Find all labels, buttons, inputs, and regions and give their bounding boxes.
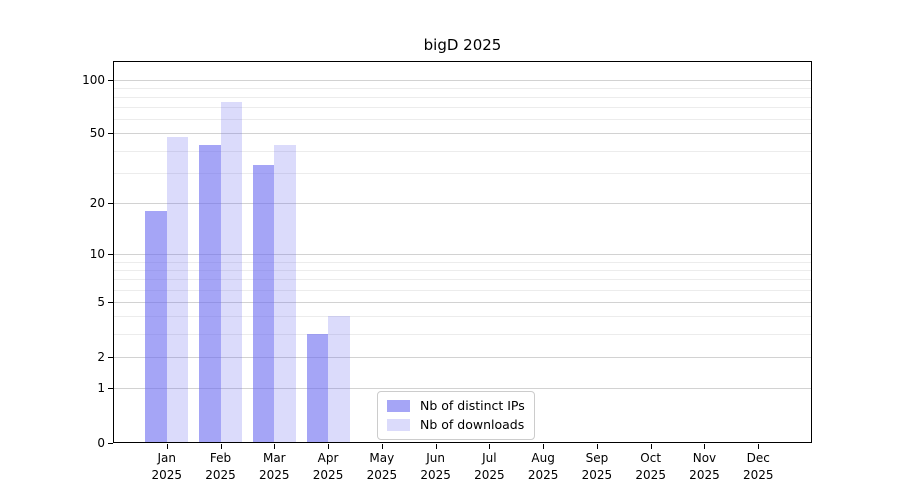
bar bbox=[220, 102, 243, 443]
x-axis-tick-mark bbox=[650, 444, 652, 449]
gridline-minor bbox=[113, 97, 812, 99]
gridline-minor bbox=[113, 119, 812, 121]
legend-item: Nb of downloads bbox=[387, 418, 525, 432]
x-axis-tick-mark bbox=[220, 444, 222, 449]
gridline-minor bbox=[113, 270, 812, 271]
legend-swatch bbox=[387, 419, 410, 431]
x-axis-tick-mark bbox=[381, 444, 383, 449]
y-axis-tick-label: 50 bbox=[89, 126, 105, 141]
gridline-minor bbox=[113, 289, 812, 291]
x-axis-tick-mark bbox=[543, 444, 545, 449]
x-axis-tick-label: Jun 2025 bbox=[420, 451, 451, 482]
gridline-major bbox=[113, 203, 812, 205]
gridline-major bbox=[113, 388, 812, 390]
gridline-major bbox=[113, 254, 812, 256]
x-axis-tick-label: Apr 2025 bbox=[312, 451, 344, 482]
bar bbox=[274, 145, 296, 443]
bar bbox=[166, 136, 189, 443]
bar bbox=[145, 211, 167, 443]
x-axis-tick-label: Sep 2025 bbox=[581, 451, 613, 482]
gridline-minor bbox=[113, 333, 812, 335]
x-axis-tick-label: May 2025 bbox=[366, 451, 398, 482]
y-axis-tick-label: 0 bbox=[97, 436, 105, 450]
gridline-minor bbox=[113, 172, 812, 174]
gridline-minor bbox=[113, 279, 812, 281]
gridline-major bbox=[113, 301, 812, 303]
x-axis-tick-label: Oct 2025 bbox=[635, 451, 666, 482]
y-axis-tick-mark bbox=[108, 254, 113, 256]
gridline-minor bbox=[113, 150, 812, 152]
y-axis-tick-mark bbox=[108, 356, 113, 358]
legend-label: Nb of distinct IPs bbox=[420, 398, 525, 413]
legend-box: Nb of distinct IPs Nb of downloads bbox=[377, 391, 535, 440]
y-axis-tick-mark bbox=[108, 203, 113, 205]
legend-swatch bbox=[387, 400, 410, 412]
y-axis-tick-mark bbox=[108, 133, 113, 135]
y-axis-tick-label: 100 bbox=[82, 72, 105, 87]
x-axis-tick-mark bbox=[328, 444, 330, 449]
gridline-minor bbox=[113, 261, 812, 263]
x-axis-tick-mark bbox=[274, 444, 276, 449]
gridline-major bbox=[113, 356, 812, 358]
y-axis-tick-mark bbox=[108, 301, 113, 303]
x-axis-tick-mark bbox=[596, 444, 598, 449]
bar bbox=[328, 316, 350, 443]
x-axis-tick-label: Jul 2025 bbox=[474, 451, 505, 482]
y-axis-tick-label: 20 bbox=[89, 196, 105, 211]
x-axis-tick-label: Mar 2025 bbox=[259, 451, 290, 482]
x-axis-tick-label: Aug 2025 bbox=[527, 451, 559, 482]
x-axis-tick-mark bbox=[435, 444, 437, 449]
y-axis-tick-label: 1 bbox=[97, 381, 105, 396]
legend-item: Nb of distinct IPs bbox=[387, 399, 525, 413]
y-axis-tick-mark bbox=[108, 388, 113, 390]
y-axis-tick-mark bbox=[108, 79, 113, 81]
chart-title: bigD 2025 bbox=[423, 36, 502, 54]
x-axis-tick-mark bbox=[166, 444, 168, 449]
gridline-major bbox=[113, 79, 812, 81]
y-axis-tick-label: 2 bbox=[97, 349, 105, 364]
y-axis-tick-label: 5 bbox=[97, 294, 105, 309]
x-axis-tick-label: Nov 2025 bbox=[689, 451, 720, 482]
bar bbox=[252, 165, 275, 443]
legend-label: Nb of downloads bbox=[420, 417, 525, 432]
gridline-minor bbox=[113, 87, 812, 89]
gridline-minor bbox=[113, 316, 812, 318]
bar bbox=[306, 333, 329, 443]
x-axis-tick-mark bbox=[758, 444, 760, 449]
plot-area: Nb of distinct IPs Nb of downloads bbox=[113, 61, 812, 443]
x-axis-tick-label: Dec 2025 bbox=[742, 451, 774, 482]
x-axis-tick-mark bbox=[489, 444, 491, 449]
y-axis-tick-label: 10 bbox=[89, 247, 105, 262]
bar bbox=[199, 145, 221, 443]
x-axis-tick-label: Jan 2025 bbox=[151, 451, 183, 482]
x-axis-tick-label: Feb 2025 bbox=[205, 451, 236, 482]
x-axis-tick-mark bbox=[704, 444, 706, 449]
gridline-major bbox=[113, 133, 812, 135]
y-axis-tick-mark bbox=[108, 443, 113, 444]
gridline-minor bbox=[113, 107, 812, 109]
